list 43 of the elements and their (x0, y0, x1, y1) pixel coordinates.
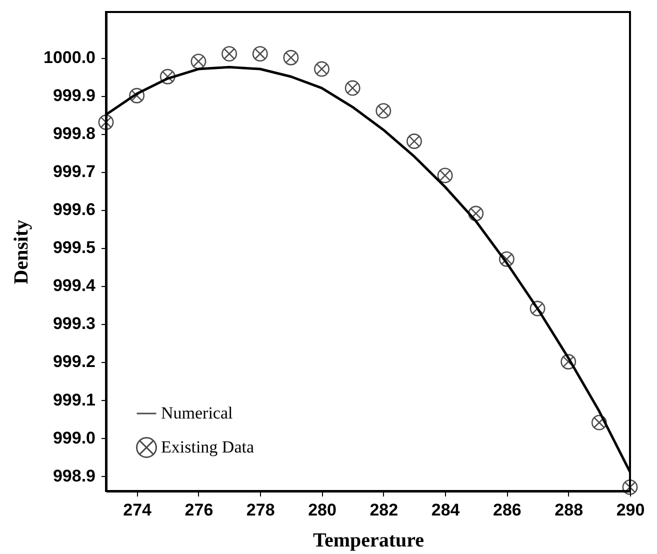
point (344, 80, 360, 96)
x-axis-title: Temperature (312, 530, 424, 552)
point (406, 134, 422, 149)
y-tick-label: 999.5 (52, 238, 96, 258)
point (622, 479, 638, 495)
x-tick-label: 274 (123, 500, 152, 520)
y-tick-label: 999.9 (52, 86, 96, 106)
y-tick-label: 999.1 (52, 390, 96, 410)
point (129, 88, 145, 104)
legend-label: Numerical (161, 404, 234, 422)
point (222, 46, 238, 62)
point (498, 251, 514, 267)
point (530, 300, 546, 316)
point (560, 354, 576, 370)
x-tick-label: 282 (370, 500, 398, 520)
x-tick-label: 290 (616, 500, 645, 520)
x-tick-label: 286 (493, 500, 522, 520)
y-tick-label: 999.8 (52, 124, 96, 144)
y-tick-label: 1000.0 (44, 48, 96, 68)
x-tick-label: 278 (246, 500, 275, 520)
point (283, 50, 299, 66)
y-tick-label: 999.0 (52, 428, 96, 448)
point (376, 103, 392, 119)
y-tick-label: 999.4 (52, 276, 96, 296)
point (437, 168, 453, 184)
x-tick-label: 284 (431, 500, 460, 520)
legend-label: Existing Data (161, 438, 254, 456)
y-tick-label: 999.3 (52, 314, 96, 334)
point (190, 54, 206, 70)
y-tick-label: 999.7 (52, 162, 96, 182)
point (252, 46, 268, 62)
point (314, 61, 330, 77)
y-tick-label: 999.2 (52, 352, 96, 372)
point (98, 114, 114, 130)
point (468, 206, 484, 222)
y-axis-title: Density (10, 220, 33, 284)
y-tick-label: 998.9 (52, 466, 96, 486)
x-tick-label: 276 (184, 500, 214, 520)
x-tick-label: 288 (554, 500, 584, 520)
point (591, 414, 607, 430)
y-tick-label: 999.6 (52, 200, 96, 220)
x-tick-label: 280 (308, 500, 336, 520)
point (160, 68, 176, 84)
